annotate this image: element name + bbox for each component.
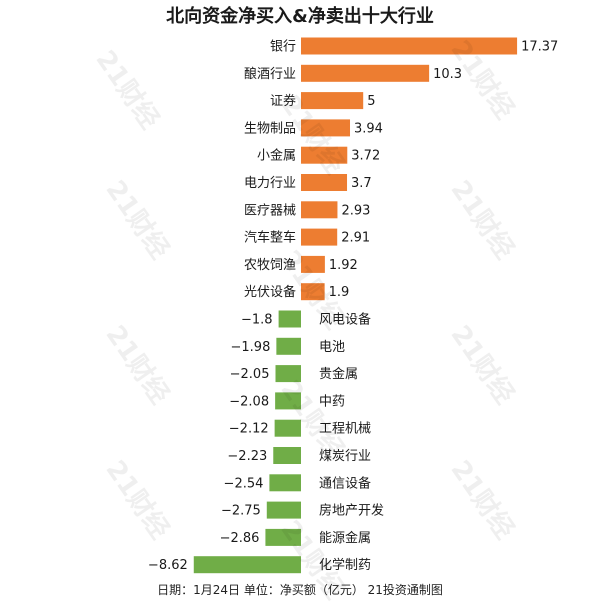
chart-title: 北向资金净买入&净卖出十大行业	[166, 6, 434, 27]
bar-inflow	[301, 283, 325, 301]
bar-outflow	[269, 474, 301, 492]
value-label: 5	[367, 94, 375, 109]
category-label: 电力行业	[244, 176, 296, 191]
value-label: 2.93	[341, 203, 370, 218]
value-label: −2.08	[229, 394, 269, 409]
category-label: 贵金属	[319, 366, 358, 382]
value-label: −1.8	[241, 313, 273, 328]
category-label: 证券	[270, 93, 296, 109]
bar-outflow	[274, 419, 301, 437]
bar-outflow	[276, 337, 301, 355]
bar-inflow	[301, 255, 325, 273]
category-label: 房地产开发	[319, 503, 384, 519]
category-label: 中药	[319, 394, 345, 409]
value-label: 3.72	[351, 149, 380, 164]
category-label: 工程机械	[319, 422, 371, 437]
category-label: 能源金属	[319, 530, 371, 546]
bar-outflow	[275, 392, 301, 410]
value-label: −2.75	[221, 504, 261, 519]
value-label: 17.37	[521, 40, 558, 55]
value-label: −1.98	[231, 340, 271, 355]
value-label: −2.23	[227, 449, 267, 464]
value-label: 10.3	[433, 67, 462, 82]
category-label: 医疗器械	[244, 203, 296, 218]
value-label: −2.86	[220, 531, 260, 546]
value-label: −2.54	[224, 476, 264, 491]
category-label: 煤炭行业	[319, 449, 371, 464]
bar-outflow	[275, 365, 301, 383]
bar-inflow	[301, 174, 348, 191]
bar-outflow	[266, 501, 301, 519]
category-label: 通信设备	[319, 475, 371, 491]
category-label: 汽车整车	[244, 230, 296, 246]
value-label: −2.12	[229, 422, 269, 437]
value-label: −8.62	[148, 558, 188, 573]
value-label: 3.7	[351, 176, 372, 191]
category-label: 化学制药	[319, 557, 371, 573]
bar-inflow	[301, 201, 338, 219]
bar-inflow	[301, 64, 430, 82]
category-label: 生物制品	[244, 121, 296, 136]
chart-footer: 日期：1月24日 单位：净买额（亿元） 21投资通制图	[157, 583, 443, 597]
bar-outflow	[265, 528, 301, 546]
bar-inflow	[301, 228, 338, 246]
value-label: 1.9	[329, 285, 350, 300]
value-label: 3.94	[354, 121, 383, 136]
bar-inflow	[301, 92, 364, 110]
category-label: 风电设备	[319, 312, 371, 328]
bar-inflow	[301, 146, 348, 164]
bar-inflow	[301, 37, 518, 55]
category-label: 电池	[319, 340, 345, 355]
bar-outflow	[193, 556, 301, 574]
category-label: 光伏设备	[244, 284, 296, 300]
bar-outflow	[273, 447, 301, 464]
category-label: 农牧饲渔	[244, 258, 296, 273]
value-label: −2.05	[230, 367, 270, 382]
category-label: 酿酒行业	[244, 66, 296, 82]
bar-outflow	[278, 310, 301, 328]
value-label: 1.92	[329, 258, 358, 273]
category-label: 小金属	[257, 148, 296, 164]
bar-inflow	[301, 119, 351, 137]
value-label: 2.91	[341, 231, 370, 246]
category-label: 银行	[270, 40, 296, 55]
